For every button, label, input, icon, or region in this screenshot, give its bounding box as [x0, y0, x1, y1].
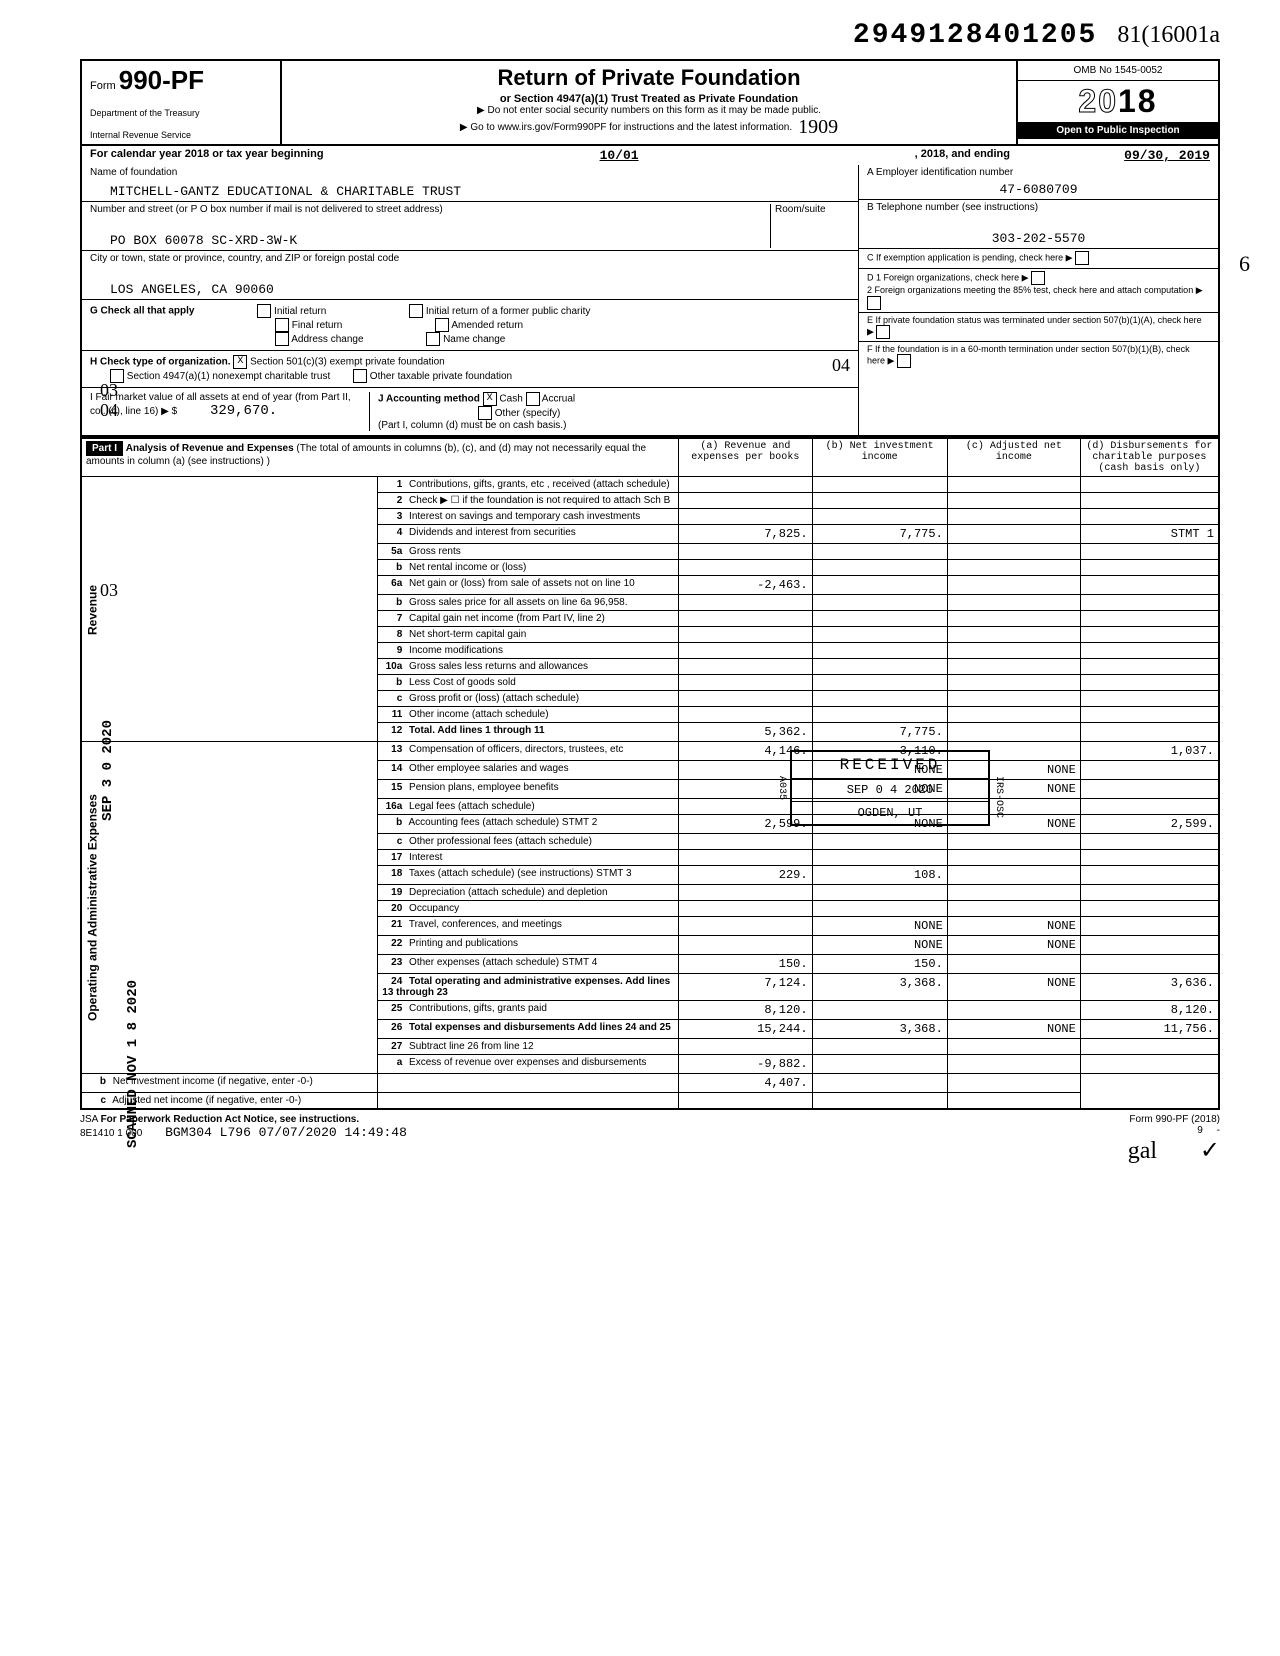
- name-label: Name of foundation: [90, 167, 850, 178]
- city-state-zip: LOS ANGELES, CA 90060: [90, 264, 850, 297]
- handwritten-check: ✓: [1200, 1138, 1220, 1164]
- dln-number: 2949128401205: [853, 20, 1097, 51]
- tax-year: 20201818: [1018, 81, 1218, 122]
- table-row: c Adjusted net income (if negative, ente…: [81, 1093, 1219, 1110]
- stamp-side-irs: IRS-OSC: [989, 772, 1008, 822]
- checkbox-address-change[interactable]: [275, 332, 289, 346]
- end-date: 09/30, 2019: [1010, 148, 1210, 163]
- margin-note-03: 03: [100, 380, 118, 401]
- public-inspection-badge: Open to Public Inspection: [1018, 122, 1218, 139]
- checkbox-name-change[interactable]: [426, 332, 440, 346]
- checkbox-d2[interactable]: [867, 296, 881, 310]
- revenue-label: Revenue: [81, 477, 378, 742]
- margin-note-04: 04: [100, 400, 118, 421]
- table-row: Operating and Administrative Expenses 13…: [81, 742, 1219, 761]
- ein-label: A Employer identification number: [867, 167, 1210, 178]
- table-row: Revenue 1 Contributions, gifts, grants, …: [81, 477, 1219, 493]
- opex-label: Operating and Administrative Expenses: [81, 742, 378, 1074]
- page-number: 9: [1197, 1125, 1203, 1136]
- omb-number: OMB No 1545-0052: [1018, 61, 1218, 81]
- handwritten-code: 81(16001a: [1117, 22, 1220, 49]
- part1-title: Analysis of Revenue and Expenses: [126, 443, 294, 454]
- checkbox-d1[interactable]: [1031, 271, 1045, 285]
- checkbox-c[interactable]: [1075, 251, 1089, 265]
- handwritten-1909: 1909: [798, 116, 838, 139]
- cash-basis-note: (Part I, column (d) must be on cash basi…: [378, 420, 566, 431]
- section-f: F If the foundation is in a 60-month ter…: [867, 344, 1190, 365]
- form-ref: Form 990-PF (2018): [1129, 1114, 1220, 1125]
- section-d1: D 1 Foreign organizations, check here: [867, 272, 1019, 282]
- checkbox-e[interactable]: [876, 325, 890, 339]
- checkbox-f[interactable]: [897, 354, 911, 368]
- section-g: G Check all that apply Initial return In…: [82, 300, 858, 351]
- footer: JSA For Paperwork Reduction Act Notice, …: [80, 1114, 1220, 1165]
- begin-date: 10/01: [324, 148, 915, 163]
- city-label: City or town, state or province, country…: [90, 253, 850, 264]
- initials: gal: [1128, 1138, 1157, 1164]
- checkbox-final-return[interactable]: [275, 318, 289, 332]
- handwritten-6: 6: [1239, 251, 1250, 277]
- jsa-label: JSA: [80, 1114, 98, 1125]
- received-stamp: RECEIVED SEP 0 4 2020 OGDEN, UT A035 IRS…: [790, 750, 990, 826]
- col-d-header: (d) Disbursements for charitable purpose…: [1080, 438, 1219, 477]
- room-suite-label: Room/suite: [770, 204, 850, 248]
- checkbox-amended[interactable]: [435, 318, 449, 332]
- stamp-side-a035: A035: [772, 772, 791, 804]
- part1-table: Part I Analysis of Revenue and Expenses …: [80, 437, 1220, 1110]
- phone-label: B Telephone number (see instructions): [867, 202, 1210, 213]
- entity-info: Name of foundation MITCHELL-GANTZ EDUCAT…: [80, 165, 1220, 437]
- checkbox-accrual[interactable]: [526, 392, 540, 406]
- section-e: E If private foundation status was termi…: [867, 315, 1202, 325]
- dept-treasury: Department of the Treasury: [90, 108, 272, 118]
- checkbox-other-method[interactable]: [478, 406, 492, 420]
- checkbox-initial-former[interactable]: [409, 304, 423, 318]
- section-i-j: I Fair market value of all assets at end…: [82, 388, 858, 435]
- fmv-value: 329,670.: [210, 403, 277, 419]
- col-c-header: (c) Adjusted net income: [947, 438, 1080, 477]
- dept-irs: Internal Revenue Service: [90, 130, 272, 140]
- form-prefix: Form: [90, 80, 116, 92]
- section-c-label: C If exemption application is pending, c…: [867, 252, 1063, 262]
- checkbox-other-taxable[interactable]: [353, 369, 367, 383]
- table-row: b Net investment income (if negative, en…: [81, 1074, 1219, 1093]
- note-url: ▶ Go to www.irs.gov/Form990PF for instru…: [460, 122, 792, 133]
- form-subtitle: or Section 4947(a)(1) Trust Treated as P…: [290, 93, 1008, 105]
- checkbox-cash[interactable]: X: [483, 392, 497, 406]
- checkbox-initial-return[interactable]: [257, 304, 271, 318]
- col-b-header: (b) Net investment income: [812, 438, 947, 477]
- part1-badge: Part I: [86, 441, 123, 456]
- ein-value: 47-6080709: [867, 178, 1210, 197]
- phone-value: 303-202-5570: [867, 213, 1210, 246]
- checkbox-501c3[interactable]: X: [233, 355, 247, 369]
- handwritten-04: 04: [832, 355, 850, 376]
- form-title: Return of Private Foundation: [290, 65, 1008, 91]
- note-ssn: ▶ Do not enter social security numbers o…: [290, 105, 1008, 116]
- street-address: PO BOX 60078 SC-XRD-3W-K: [90, 215, 770, 248]
- calendar-year-row: For calendar year 2018 or tax year begin…: [80, 146, 1220, 165]
- section-h: H Check type of organization. X Section …: [82, 351, 858, 388]
- form-header: Form 990-PF Department of the Treasury I…: [80, 59, 1220, 146]
- section-d2: 2 Foreign organizations meeting the 85% …: [867, 285, 1193, 295]
- form-number: 990-PF: [119, 65, 204, 95]
- foundation-name: MITCHELL-GANTZ EDUCATIONAL & CHARITABLE …: [90, 178, 850, 199]
- col-a-header: (a) Revenue and expenses per books: [679, 438, 812, 477]
- addr-label: Number and street (or P O box number if …: [90, 204, 770, 215]
- footer-timestamp: BGM304 L796 07/07/2020 14:49:48: [165, 1125, 407, 1140]
